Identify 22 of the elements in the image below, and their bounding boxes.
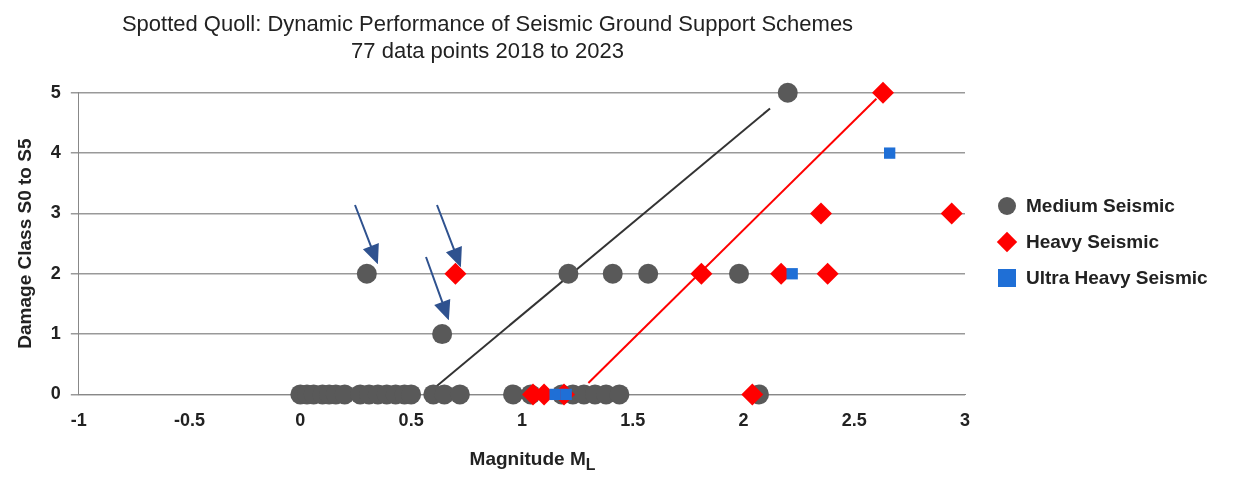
- chart-title: Spotted Quoll: Dynamic Performance of Seismic Ground Support Schemes: [121, 11, 854, 37]
- y-tick-label: 3: [50, 202, 61, 223]
- x-tick-label: -0.5: [174, 410, 206, 431]
- x-tick-label: 1.5: [620, 410, 646, 431]
- y-tick-label: 5: [50, 81, 61, 102]
- x-tick-label: 0: [295, 410, 306, 431]
- x-tick-label: 2: [738, 410, 749, 431]
- y-tick-label: 4: [50, 142, 61, 163]
- legend-label: Medium Seismic: [1026, 195, 1175, 217]
- y-tick-label: 0: [50, 383, 61, 404]
- y-axis-title: Damage Class S0 to S5: [13, 138, 35, 349]
- y-tick-label: 2: [50, 262, 61, 283]
- x-tick-label: 0.5: [398, 410, 424, 431]
- x-tick-label: 3: [959, 410, 971, 431]
- x-axis-title: Magnitude M$_{L}$: [468, 448, 597, 474]
- x-tick-label: 1: [516, 410, 527, 431]
- x-tick-label: -1: [70, 410, 87, 431]
- legend-label: Heavy Seismic: [1026, 231, 1160, 253]
- legend-label: Ultra Heavy Seismic: [1026, 267, 1208, 289]
- y-tick-label: 1: [50, 323, 61, 344]
- chart-subtitle: 77 data points 2018 to 2023: [351, 37, 624, 63]
- x-tick-label: 2.5: [841, 410, 867, 431]
